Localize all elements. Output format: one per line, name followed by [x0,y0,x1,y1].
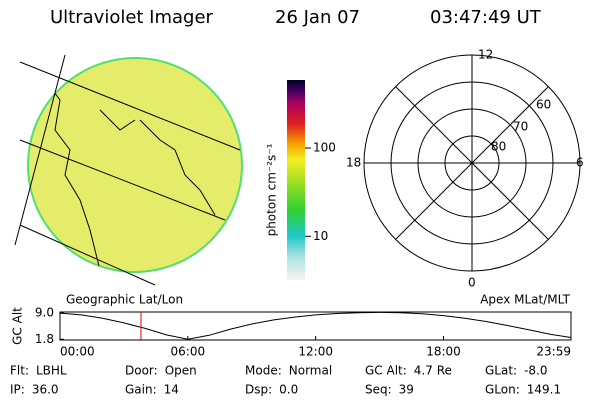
x-tick-label: 00:00 [60,345,95,359]
x-tick-label: 18:00 [426,345,461,359]
status-value: 14 [164,383,179,397]
y-tick-label: 1.8 [35,332,54,346]
grid-lines [14,54,241,286]
colorbar-tick-label: 10 [313,229,328,243]
mlt-dawn: 6 [576,156,584,170]
polar-grid [363,54,581,272]
status-label: GC Alt: [365,364,407,378]
status-value: Open [165,364,197,378]
status-value: 36.0 [32,383,59,397]
status-label: Seq: [365,383,392,397]
uv-image [14,54,243,286]
status-label: IP: [10,383,25,397]
coastlines [44,79,216,271]
mlt-noon: 12 [478,48,493,62]
x-tick-label: 23:59 [536,345,571,359]
status-value: 39 [399,383,414,397]
status-value: LBHL [36,364,67,378]
x-tick-label: 06:00 [171,345,206,359]
altitude-line [59,311,572,340]
status-label: Mode: [245,364,282,378]
lat-label: 80 [491,140,506,154]
status-label: Door: [125,364,158,378]
lat-label: 60 [536,98,551,112]
image-caption: Geographic Lat/Lon [66,293,183,307]
status-label: GLon: [485,383,520,397]
status-value: 4.7 Re [414,364,452,378]
colorbar-label: photon cm⁻²s⁻¹ [265,143,279,236]
title: Ultraviolet Imager [50,7,214,28]
polar-caption: Apex MLat/MLT [480,293,570,307]
colorbar-tick-label: 100 [313,141,336,155]
mlt-dusk: 18 [346,156,361,170]
y-tick-label: 9.0 [35,306,54,320]
status-value: -8.0 [524,364,547,378]
lat-label: 70 [513,120,528,134]
status-label: Flt: [10,364,29,378]
x-tick-label: 12:00 [298,345,333,359]
colorbar [287,80,305,280]
image-disk [27,57,243,273]
status-label: GLat: [485,364,517,378]
status-label: Dsp: [245,383,272,397]
alt-ylabel: GC Alt [11,307,25,345]
mlt-midnight: 0 [468,276,476,290]
status-label: Gain: [125,383,157,397]
status-value: Normal [289,364,332,378]
date: 26 Jan 07 [275,7,360,28]
time: 03:47:49 UT [430,7,542,28]
status-value: 0.0 [279,383,298,397]
status-value: 149.1 [527,383,561,397]
